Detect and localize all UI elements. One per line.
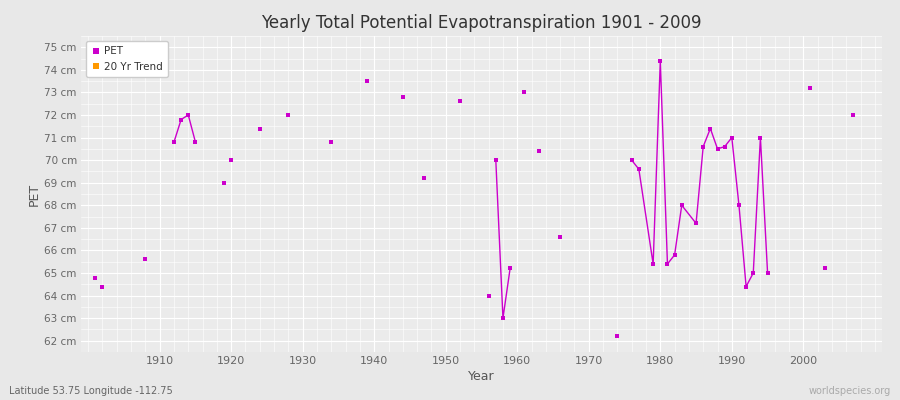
Point <box>181 112 195 118</box>
Point <box>753 134 768 141</box>
Point <box>653 58 668 64</box>
Point <box>724 134 739 141</box>
Point <box>253 125 267 132</box>
Point <box>281 112 295 118</box>
Point <box>653 58 668 64</box>
Text: worldspecies.org: worldspecies.org <box>809 386 891 396</box>
Point <box>846 112 860 118</box>
Point <box>675 202 689 208</box>
Point <box>717 143 732 150</box>
Point <box>688 220 703 226</box>
Point <box>396 94 410 100</box>
Point <box>732 202 746 208</box>
Point <box>661 261 675 267</box>
Point <box>703 125 717 132</box>
Point <box>496 315 510 321</box>
Point <box>417 175 431 181</box>
Point <box>632 166 646 172</box>
Point <box>717 143 732 150</box>
Point <box>181 112 195 118</box>
Point <box>553 234 567 240</box>
X-axis label: Year: Year <box>468 370 495 383</box>
Point <box>482 292 496 299</box>
Point <box>675 202 689 208</box>
Point <box>739 283 753 290</box>
Point <box>610 333 625 339</box>
Point <box>139 256 153 263</box>
Point <box>746 270 760 276</box>
Point <box>746 270 760 276</box>
Point <box>166 139 181 145</box>
Point <box>224 157 238 163</box>
Point <box>453 98 467 105</box>
Point <box>95 283 110 290</box>
Point <box>710 146 724 152</box>
Title: Yearly Total Potential Evapotranspiration 1901 - 2009: Yearly Total Potential Evapotranspiratio… <box>261 14 702 32</box>
Point <box>817 265 832 272</box>
Point <box>360 78 374 84</box>
Point <box>518 89 532 96</box>
Point <box>724 134 739 141</box>
Point <box>688 220 703 226</box>
Point <box>646 261 661 267</box>
Legend: PET, 20 Yr Trend: PET, 20 Yr Trend <box>86 41 168 77</box>
Point <box>760 270 775 276</box>
Point <box>489 157 503 163</box>
Point <box>668 252 682 258</box>
Point <box>696 143 710 150</box>
Point <box>503 265 517 272</box>
Point <box>804 85 818 91</box>
Point <box>696 143 710 150</box>
Point <box>489 157 503 163</box>
Point <box>632 166 646 172</box>
Point <box>174 116 188 123</box>
Point <box>646 261 661 267</box>
Point <box>753 134 768 141</box>
Point <box>496 315 510 321</box>
Point <box>760 270 775 276</box>
Point <box>503 265 517 272</box>
Point <box>174 116 188 123</box>
Point <box>732 202 746 208</box>
Point <box>188 139 202 145</box>
Point <box>739 283 753 290</box>
Point <box>703 125 717 132</box>
Point <box>625 157 639 163</box>
Point <box>661 261 675 267</box>
Point <box>710 146 724 152</box>
Point <box>625 157 639 163</box>
Point <box>668 252 682 258</box>
Text: Latitude 53.75 Longitude -112.75: Latitude 53.75 Longitude -112.75 <box>9 386 173 396</box>
Y-axis label: PET: PET <box>27 182 40 206</box>
Point <box>532 148 546 154</box>
Point <box>88 274 103 281</box>
Point <box>188 139 202 145</box>
Point <box>217 180 231 186</box>
Point <box>324 139 338 145</box>
Point <box>166 139 181 145</box>
